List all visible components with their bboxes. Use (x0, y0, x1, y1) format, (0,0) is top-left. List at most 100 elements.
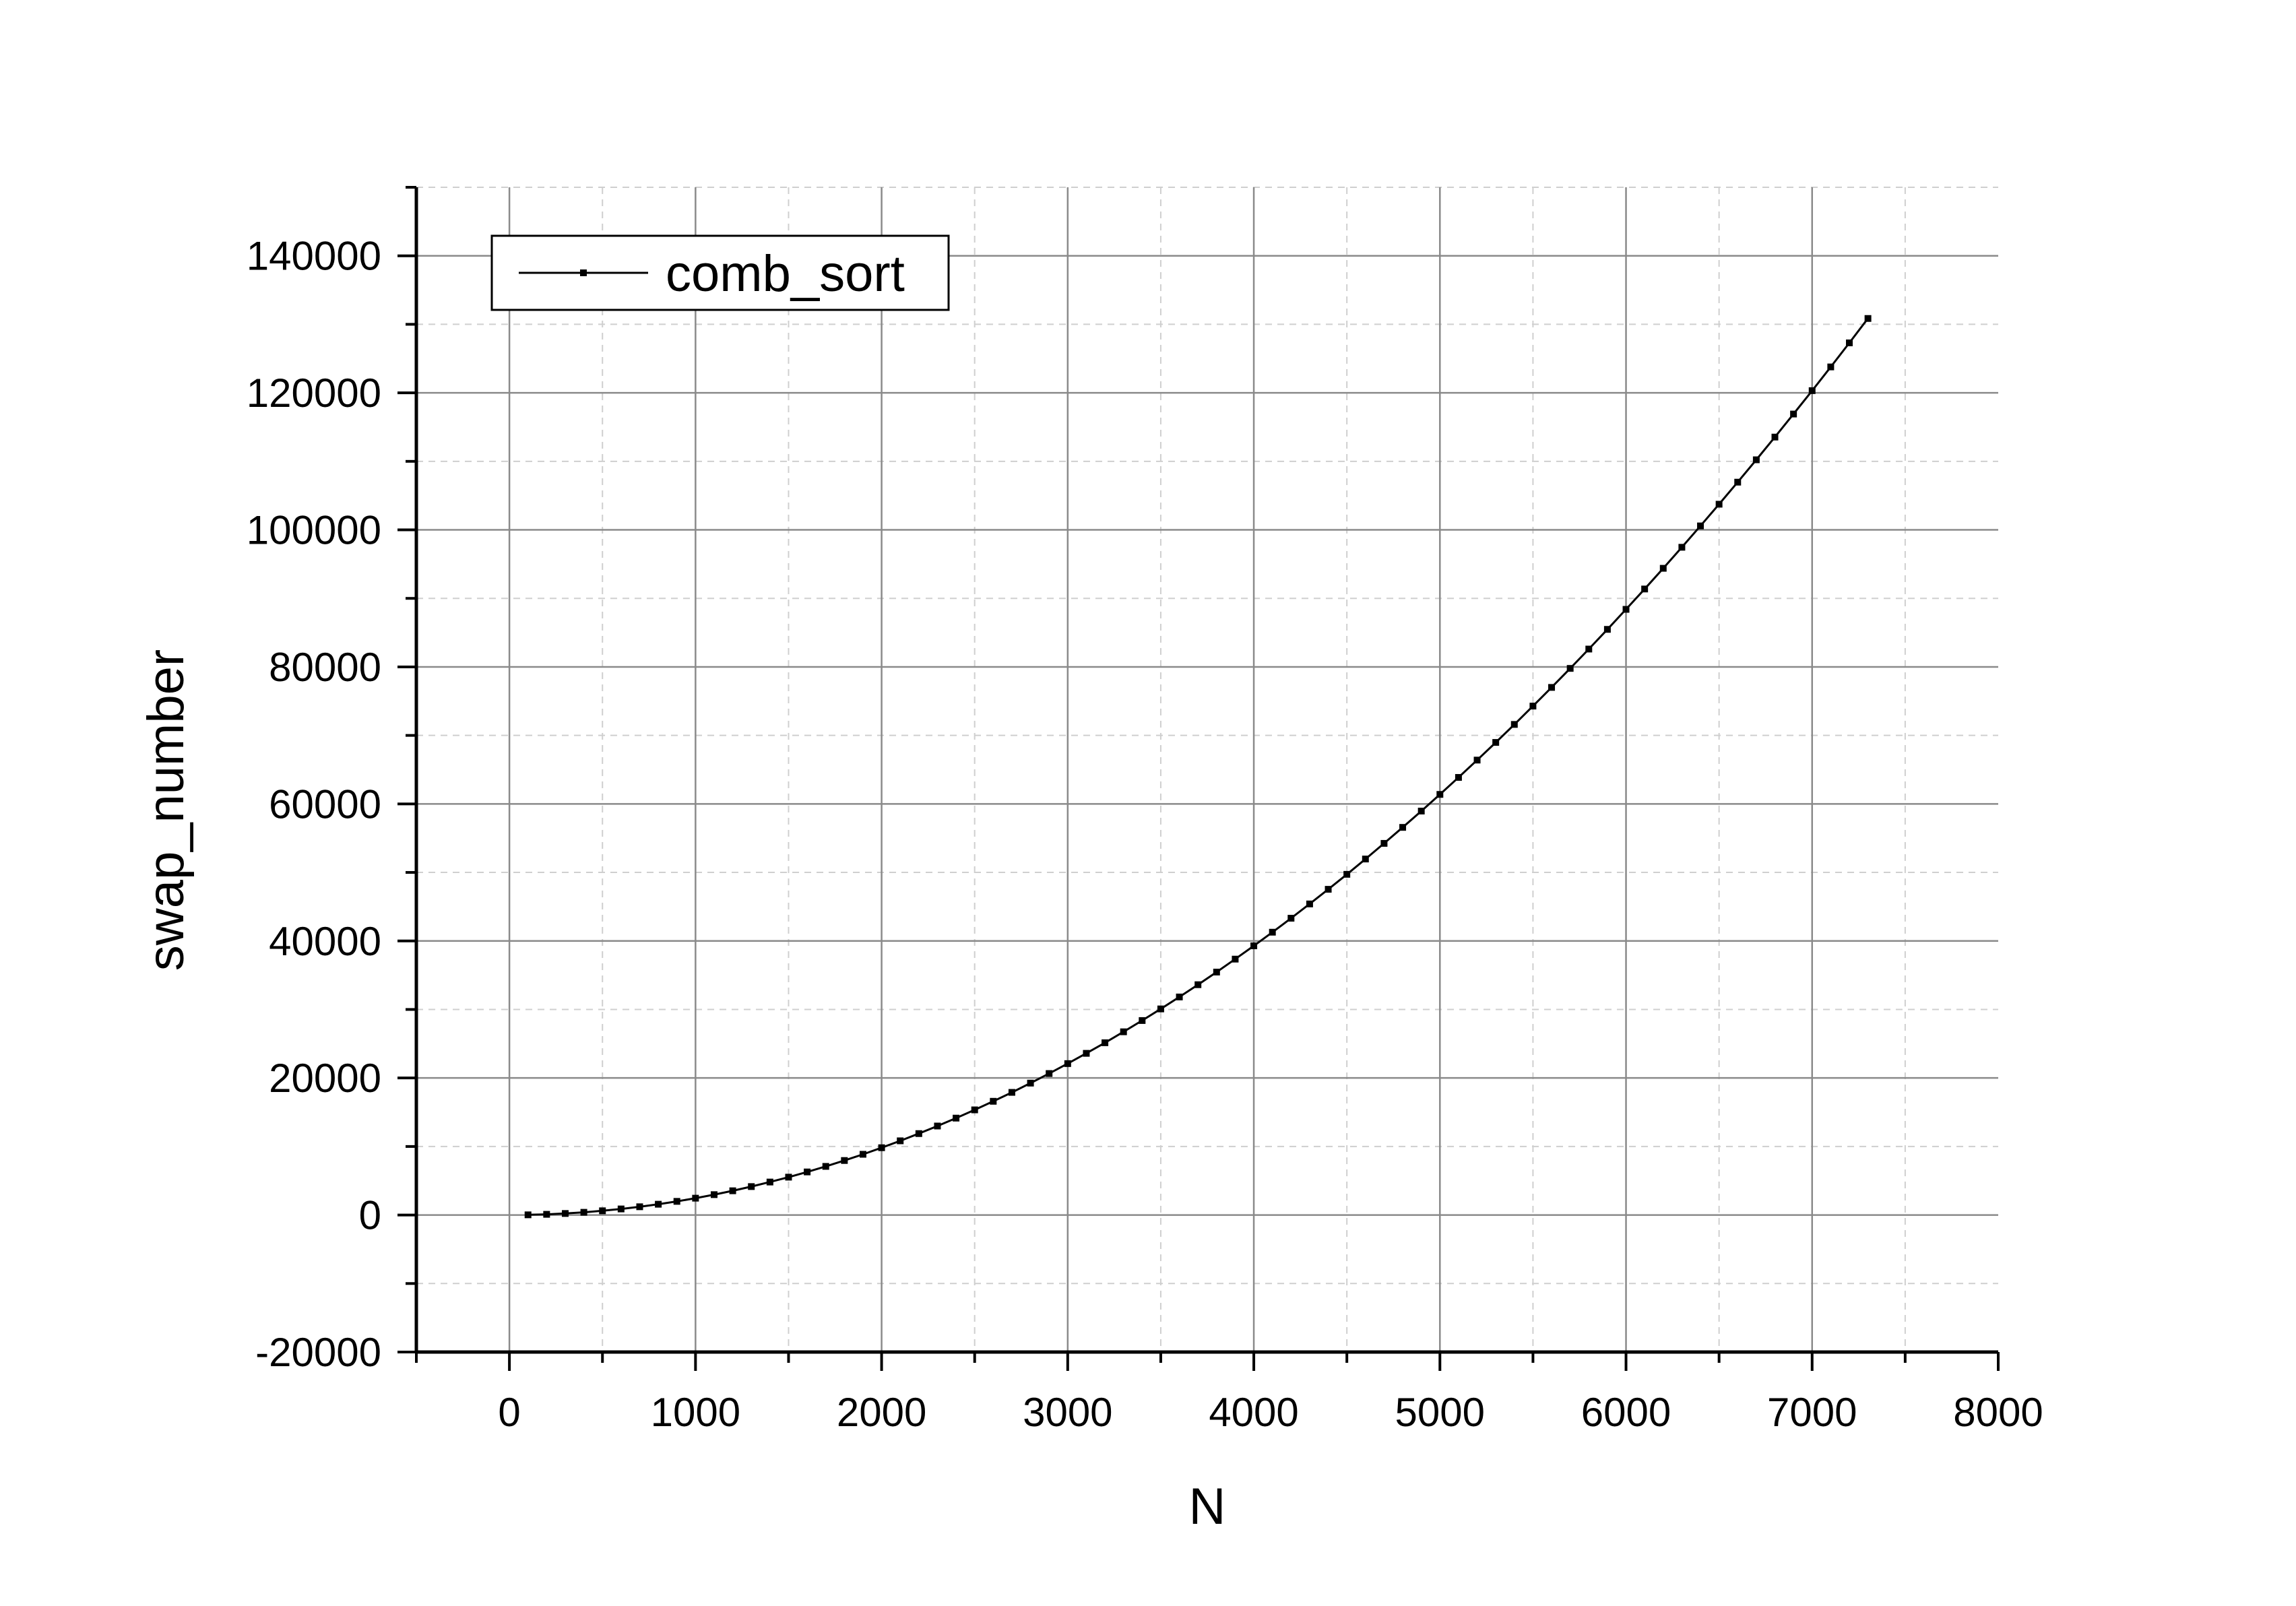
series-line-comb_sort (528, 317, 1869, 1216)
data-point (1008, 1089, 1015, 1096)
data-point (934, 1122, 941, 1130)
data-point (617, 1205, 625, 1213)
data-point (1715, 501, 1723, 508)
data-point (636, 1203, 643, 1211)
data-point (1102, 1039, 1109, 1046)
data-point (1566, 665, 1574, 672)
data-point (1306, 900, 1313, 907)
data-point (1287, 915, 1295, 922)
data-point (897, 1137, 904, 1145)
data-point (543, 1211, 550, 1218)
x-tick-label: 6000 (1581, 1390, 1671, 1435)
legend-entry-label: comb_sort (666, 245, 905, 302)
data-point (1380, 839, 1388, 847)
data-point (1176, 993, 1183, 1000)
data-point (1399, 824, 1407, 831)
x-tick-label: 7000 (1767, 1390, 1857, 1435)
y-tick-label: 0 (359, 1193, 381, 1238)
data-point (1641, 585, 1649, 593)
data-point (1808, 387, 1816, 394)
data-point (1510, 721, 1518, 728)
data-point (1771, 433, 1779, 441)
data-point (915, 1130, 922, 1137)
data-point (1213, 968, 1220, 975)
data-point (561, 1210, 569, 1217)
data-point (1678, 544, 1686, 551)
data-point (729, 1187, 736, 1194)
data-point (804, 1168, 811, 1176)
data-point (1064, 1060, 1071, 1067)
data-point (692, 1194, 699, 1202)
data-point (971, 1106, 978, 1114)
grid (416, 187, 1998, 1352)
data-point (1120, 1028, 1127, 1035)
data-point (1659, 565, 1667, 572)
data-point (1752, 456, 1760, 463)
y-tick-label: 120000 (247, 371, 381, 416)
x-tick-label: 5000 (1395, 1390, 1485, 1435)
data-point (990, 1097, 997, 1105)
data-point (1622, 606, 1630, 613)
data-point (673, 1198, 680, 1205)
data-point (710, 1191, 718, 1198)
x-tick-label: 2000 (837, 1390, 926, 1435)
data-point (580, 1209, 587, 1216)
data-point (859, 1151, 866, 1158)
x-tick-label: 8000 (1953, 1390, 2043, 1435)
data-point (1455, 774, 1462, 781)
data-point (822, 1163, 829, 1170)
data-point (841, 1157, 848, 1164)
data-point (1083, 1050, 1090, 1057)
data-point (878, 1144, 885, 1151)
y-tick-label: -20000 (255, 1330, 381, 1375)
data-point (1492, 739, 1500, 746)
y-tick-label: 80000 (269, 645, 381, 690)
data-point (953, 1114, 960, 1122)
data-point (1603, 626, 1611, 633)
data-point (524, 1211, 532, 1219)
x-tick-label: 1000 (651, 1390, 740, 1435)
data-point (1027, 1079, 1034, 1087)
data-point (766, 1178, 773, 1186)
data-point (748, 1183, 755, 1190)
data-point (1046, 1070, 1053, 1077)
data-point (1734, 478, 1742, 486)
data-point (1790, 410, 1797, 418)
data-point (1473, 757, 1481, 764)
data-point (1827, 363, 1835, 371)
x-tick-label: 3000 (1023, 1390, 1112, 1435)
data-point (1139, 1017, 1146, 1024)
data-point (1157, 1005, 1164, 1013)
data-point (1325, 886, 1332, 893)
data-point (785, 1174, 792, 1181)
x-tick-label: 4000 (1209, 1390, 1298, 1435)
data-point (1417, 807, 1425, 814)
y-tick-label: 140000 (247, 234, 381, 279)
y-tick-label: 60000 (269, 781, 381, 827)
data-point (1846, 339, 1853, 346)
y-tick-label: 100000 (247, 508, 381, 553)
legend-marker-sample (580, 269, 587, 276)
data-point (1343, 870, 1351, 878)
data-point (655, 1200, 662, 1208)
data-point (1864, 315, 1872, 322)
data-point (1250, 942, 1258, 950)
x-tick-label: 0 (498, 1390, 520, 1435)
axes: 0 1000 2000 3000 4000 5000 6000 7000 8000 -20000 0… (247, 186, 2043, 1435)
data-point (1585, 645, 1593, 653)
data-point (1697, 522, 1704, 529)
data-point (1194, 981, 1202, 988)
data-point (1436, 791, 1444, 798)
x-axis-title: N (1189, 1478, 1226, 1535)
data-point (599, 1207, 606, 1215)
legend: comb_sort (490, 234, 950, 311)
data-point (1232, 955, 1239, 963)
data-point (1362, 856, 1369, 863)
y-tick-label: 20000 (269, 1056, 381, 1101)
data-point (1548, 684, 1556, 691)
series-group (524, 315, 1872, 1219)
y-axis-title: swap_number (137, 649, 195, 971)
data-point (1529, 703, 1537, 710)
